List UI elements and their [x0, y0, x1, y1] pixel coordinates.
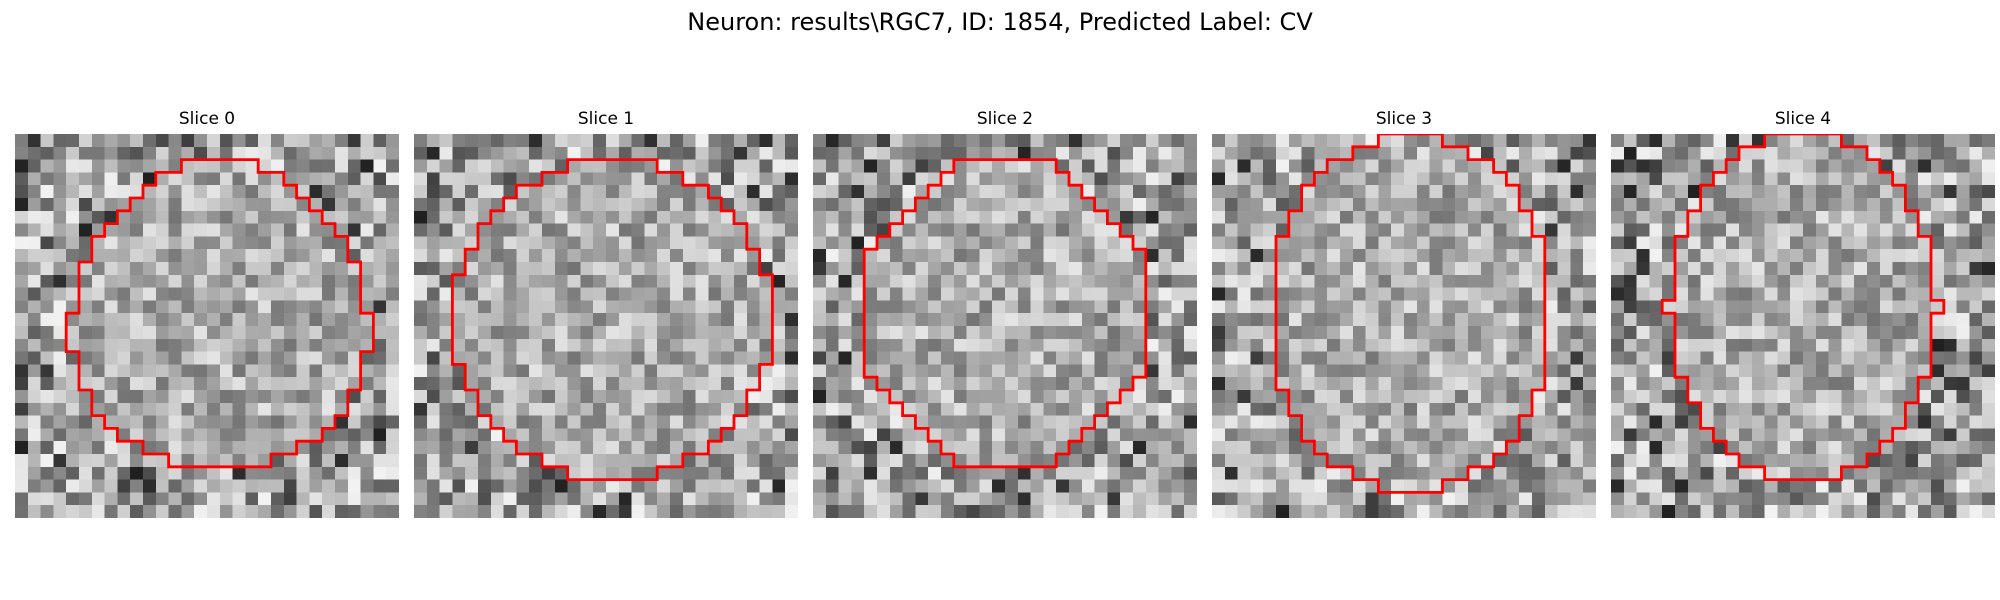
- slice-panel-1: Slice 1: [414, 108, 798, 518]
- slice-image-0: [15, 134, 399, 518]
- slice-image-4: [1611, 134, 1995, 518]
- slice-title-1: Slice 1: [577, 109, 635, 129]
- figure-title: Neuron: results\RGC7, ID: 1854, Predicte…: [687, 8, 1313, 36]
- slice-title-0: Slice 0: [178, 109, 236, 129]
- neuron-contour: [450, 158, 774, 482]
- pixel-grid: [15, 134, 399, 518]
- neuron-contour: [1274, 134, 1547, 494]
- slice-image-2: [813, 134, 1197, 518]
- pixel-grid: [1611, 134, 1995, 518]
- slice-title-2: Slice 2: [976, 109, 1034, 129]
- slice-image-3: [1212, 134, 1596, 518]
- neuron-contour: [64, 158, 375, 469]
- slice-panel-4: Slice 4: [1611, 108, 1995, 518]
- slice-panel-3: Slice 3: [1212, 108, 1596, 518]
- pixel-grid: [1212, 134, 1596, 518]
- slice-title-4: Slice 4: [1774, 109, 1832, 129]
- slice-panel-0: Slice 0: [15, 108, 399, 518]
- slice-title-3: Slice 3: [1375, 109, 1433, 129]
- slice-panel-2: Slice 2: [813, 108, 1197, 518]
- neuron-contour: [862, 158, 1148, 469]
- neuron-contour: [1660, 134, 1946, 482]
- pixel-grid: [414, 134, 798, 518]
- slice-image-1: [414, 134, 798, 518]
- pixel-grid: [813, 134, 1197, 518]
